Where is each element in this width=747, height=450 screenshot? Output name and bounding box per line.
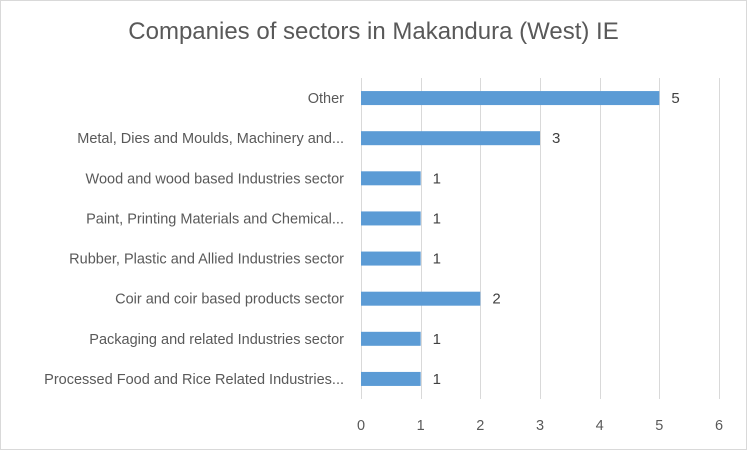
gridlines — [361, 78, 720, 399]
category-label: Paint, Printing Materials and Chemical..… — [86, 211, 344, 227]
x-axis-ticks: 0 1 2 3 4 5 6 — [357, 418, 723, 434]
x-tick-label: 5 — [655, 418, 663, 434]
data-label: 1 — [433, 210, 441, 227]
bars — [361, 91, 660, 386]
data-label: 2 — [492, 291, 500, 308]
bar — [361, 331, 421, 346]
bar — [361, 91, 660, 106]
category-label: Coir and coir based products sector — [115, 292, 344, 308]
chart-title: Companies of sectors in Makandura (West)… — [128, 18, 619, 45]
data-label: 3 — [552, 130, 560, 147]
category-label: Metal, Dies and Moulds, Machinery and... — [77, 131, 344, 147]
bar — [361, 171, 421, 186]
category-label: Wood and wood based Industries sector — [86, 171, 345, 187]
data-label: 1 — [433, 371, 441, 388]
x-tick-label: 4 — [596, 418, 604, 434]
bar — [361, 371, 421, 386]
x-tick-label: 3 — [536, 418, 544, 434]
data-label: 1 — [433, 331, 441, 348]
x-tick-label: 1 — [417, 418, 425, 434]
category-label: Packaging and related Industries sector — [89, 332, 344, 348]
data-label: 5 — [671, 90, 679, 107]
x-tick-label: 6 — [715, 418, 723, 434]
data-label: 1 — [433, 251, 441, 268]
bar — [361, 211, 421, 226]
category-labels: Other Metal, Dies and Moulds, Machinery a… — [44, 91, 344, 388]
data-labels: 5 3 1 1 1 2 1 1 — [433, 90, 680, 388]
category-label: Other — [308, 91, 344, 107]
bar — [361, 131, 540, 146]
data-label: 1 — [433, 170, 441, 187]
category-label: Rubber, Plastic and Allied Industries se… — [69, 252, 344, 268]
x-tick-label: 0 — [357, 418, 365, 434]
bar — [361, 291, 481, 306]
category-label: Processed Food and Rice Related Industri… — [44, 372, 344, 388]
x-tick-label: 2 — [476, 418, 484, 434]
bar — [361, 251, 421, 266]
